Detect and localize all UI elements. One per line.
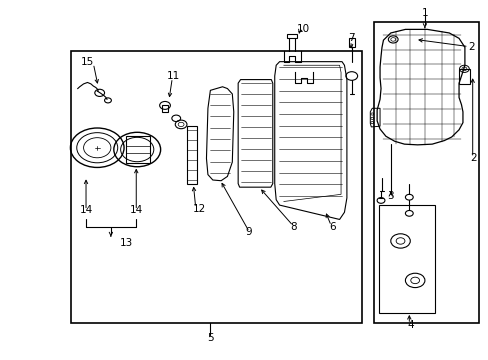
Bar <box>348 39 354 47</box>
Text: 9: 9 <box>244 227 251 237</box>
Text: 12: 12 <box>193 204 206 214</box>
Text: 6: 6 <box>328 222 335 231</box>
Text: 14: 14 <box>129 206 142 216</box>
Text: 1: 1 <box>421 8 427 18</box>
Text: 10: 10 <box>296 24 309 35</box>
Text: 14: 14 <box>79 206 92 216</box>
Bar <box>373 22 478 323</box>
Bar <box>458 69 469 84</box>
Bar <box>71 51 361 323</box>
Bar <box>186 126 196 184</box>
Text: 7: 7 <box>348 33 354 43</box>
Text: 11: 11 <box>167 71 180 81</box>
Text: 15: 15 <box>81 57 94 67</box>
Bar <box>161 105 168 112</box>
Text: 3: 3 <box>386 191 393 201</box>
Text: 5: 5 <box>206 333 213 343</box>
Bar <box>378 205 434 313</box>
Text: 13: 13 <box>120 238 133 248</box>
Text: 2: 2 <box>467 42 473 52</box>
Bar <box>126 136 150 163</box>
Text: 4: 4 <box>406 320 413 330</box>
Text: 2: 2 <box>469 153 476 163</box>
Text: 8: 8 <box>289 222 296 231</box>
Bar <box>287 34 297 39</box>
